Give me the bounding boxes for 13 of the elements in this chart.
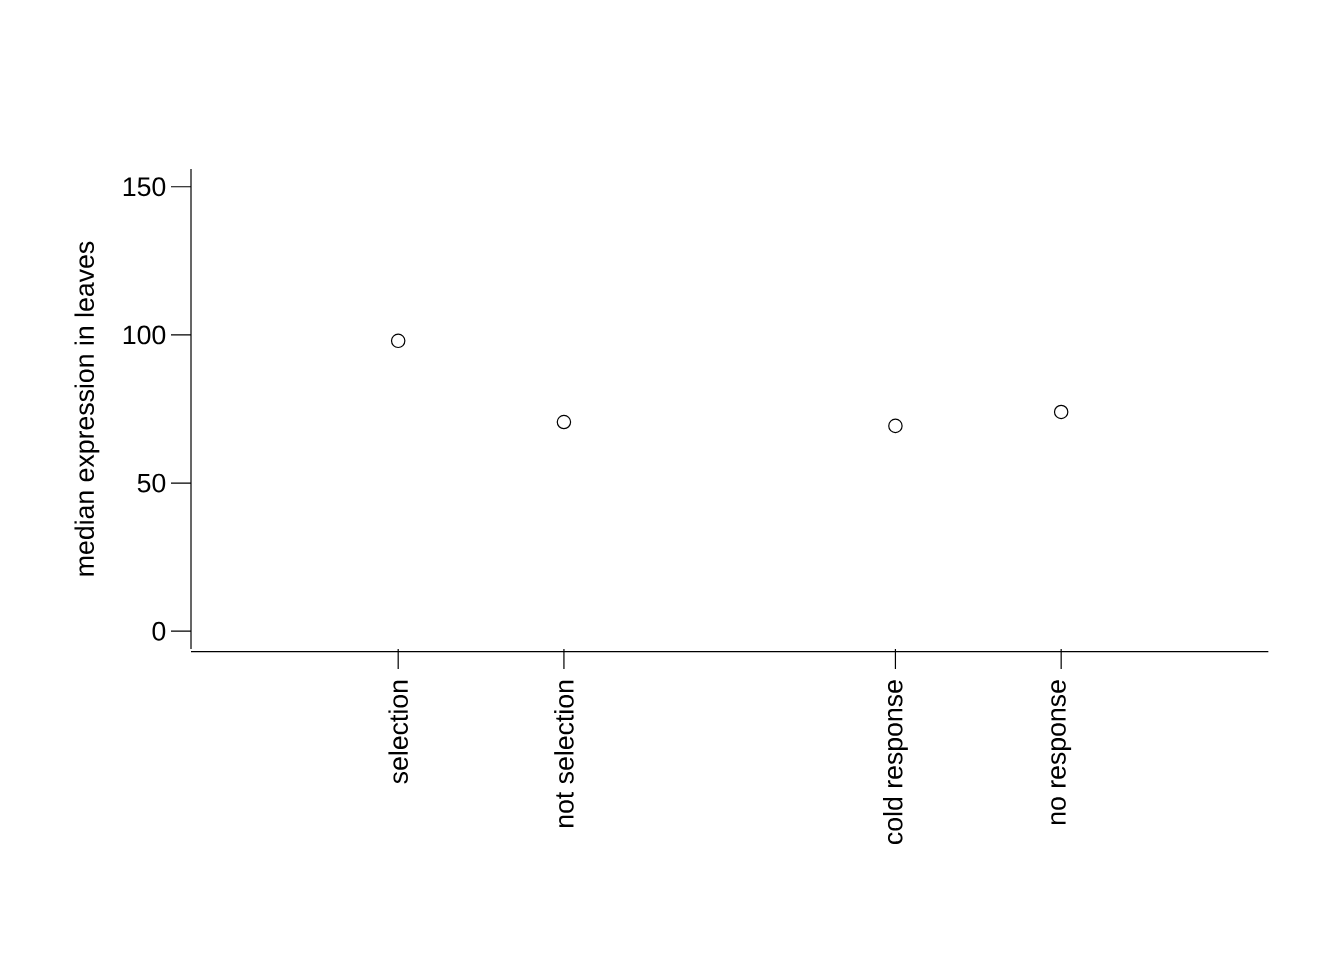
y-tick-label: 150 bbox=[123, 177, 166, 197]
point bbox=[1053, 404, 1069, 420]
x-tick-label: no response bbox=[1051, 680, 1072, 825]
x-tick-label: not selection bbox=[554, 680, 574, 827]
point bbox=[888, 418, 903, 434]
x-tick-label: selection bbox=[388, 680, 408, 784]
y-tick-label: 0 bbox=[152, 621, 166, 641]
point bbox=[390, 333, 406, 349]
point bbox=[556, 414, 572, 430]
x-tick-label: cold response bbox=[882, 680, 908, 844]
y-axis-title: median expression in leaves bbox=[74, 241, 100, 576]
y-tick-label: 100 bbox=[123, 325, 166, 345]
y-tick-label: 50 bbox=[137, 473, 166, 493]
